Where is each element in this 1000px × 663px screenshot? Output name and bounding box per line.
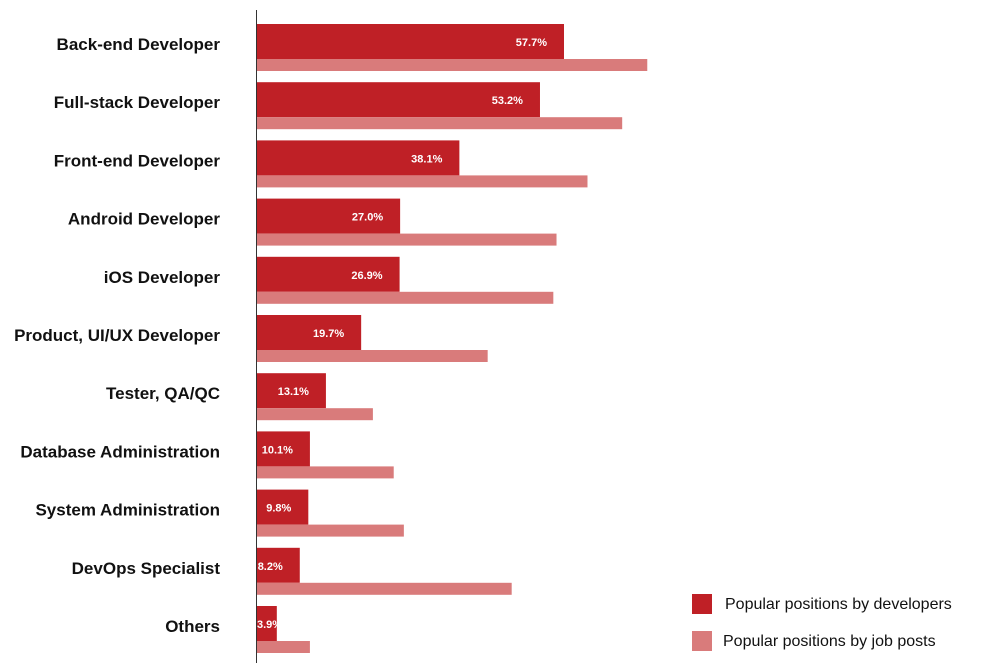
category-labels: Back-end Developer Full-stack Developer Fr… bbox=[14, 35, 220, 636]
category-label-front-end-developer: Front-end Developer bbox=[54, 151, 221, 170]
category-label-product-ui-ux-developer: Product, UI/UX Developer bbox=[14, 326, 220, 345]
data-label-devops-specialist: 8.2% bbox=[258, 561, 283, 573]
bar-job-posts-others bbox=[256, 641, 310, 653]
data-label-front-end-developer: 38.1% bbox=[411, 153, 442, 165]
bar-job-posts-devops-specialist bbox=[256, 582, 512, 595]
bar-developers-android-developer bbox=[256, 198, 401, 234]
legend-swatch-job-posts bbox=[692, 631, 712, 651]
bar-job-posts-full-stack-developer bbox=[256, 117, 623, 130]
category-label-android-developer: Android Developer bbox=[68, 210, 220, 229]
bar-developers-front-end-developer bbox=[256, 140, 460, 176]
category-label-back-end-developer: Back-end Developer bbox=[57, 35, 221, 54]
bar-developers-system-administration bbox=[256, 489, 309, 525]
data-label-back-end-developer: 57.7% bbox=[516, 37, 547, 49]
bar-job-posts-front-end-developer bbox=[256, 175, 588, 188]
bar-developers-database-administration bbox=[256, 431, 310, 467]
data-label-ios-developer: 26.9% bbox=[351, 270, 382, 282]
bar-job-posts-ios-developer bbox=[256, 291, 554, 304]
legend-swatch-developers bbox=[692, 594, 712, 614]
bar-job-posts-system-administration bbox=[256, 524, 404, 537]
data-label-product-ui-ux-developer: 19.7% bbox=[313, 328, 344, 340]
legend-label-job-posts: Popular positions by job posts bbox=[723, 633, 936, 650]
bar-developers-tester-qa-qc bbox=[256, 373, 326, 409]
bar-developers-product-ui-ux-developer bbox=[256, 315, 362, 350]
bar-developers-full-stack-developer bbox=[256, 82, 540, 118]
data-label-full-stack-developer: 53.2% bbox=[492, 95, 523, 107]
data-labels: 57.7% 53.2% 38.1% 27.0% 26.9% 19.7% 13.1% 10.1%… bbox=[257, 37, 547, 631]
data-label-database-administration: 10.1% bbox=[262, 444, 293, 456]
category-label-devops-specialist: DevOps Specialist bbox=[72, 559, 221, 578]
category-label-system-administration: System Administration bbox=[35, 501, 220, 520]
data-label-others: 3.9% bbox=[257, 619, 282, 631]
bar-developers-back-end-developer bbox=[256, 24, 564, 59]
data-label-tester-qa-qc: 13.1% bbox=[278, 386, 309, 398]
data-label-android-developer: 27.0% bbox=[352, 212, 383, 224]
bars-group bbox=[256, 24, 648, 653]
bar-job-posts-back-end-developer bbox=[256, 59, 648, 71]
category-label-database-administration: Database Administration bbox=[20, 442, 220, 461]
legend-label-developers: Popular positions by developers bbox=[725, 596, 952, 613]
bar-developers-others bbox=[256, 606, 277, 641]
category-label-full-stack-developer: Full-stack Developer bbox=[54, 93, 221, 112]
bar-developers-devops-specialist bbox=[256, 547, 300, 583]
bar-job-posts-product-ui-ux-developer bbox=[256, 350, 488, 362]
category-label-tester-qa-qc: Tester, QA/QC bbox=[106, 384, 220, 403]
legend: Popular positions by developers Popular … bbox=[692, 594, 952, 651]
data-label-system-administration: 9.8% bbox=[266, 503, 291, 515]
bar-job-posts-database-administration bbox=[256, 466, 394, 479]
bar-job-posts-android-developer bbox=[256, 233, 557, 246]
bar-job-posts-tester-qa-qc bbox=[256, 408, 373, 421]
category-label-ios-developer: iOS Developer bbox=[104, 268, 221, 287]
bar-developers-ios-developer bbox=[256, 256, 400, 292]
category-label-others: Others bbox=[165, 617, 220, 636]
